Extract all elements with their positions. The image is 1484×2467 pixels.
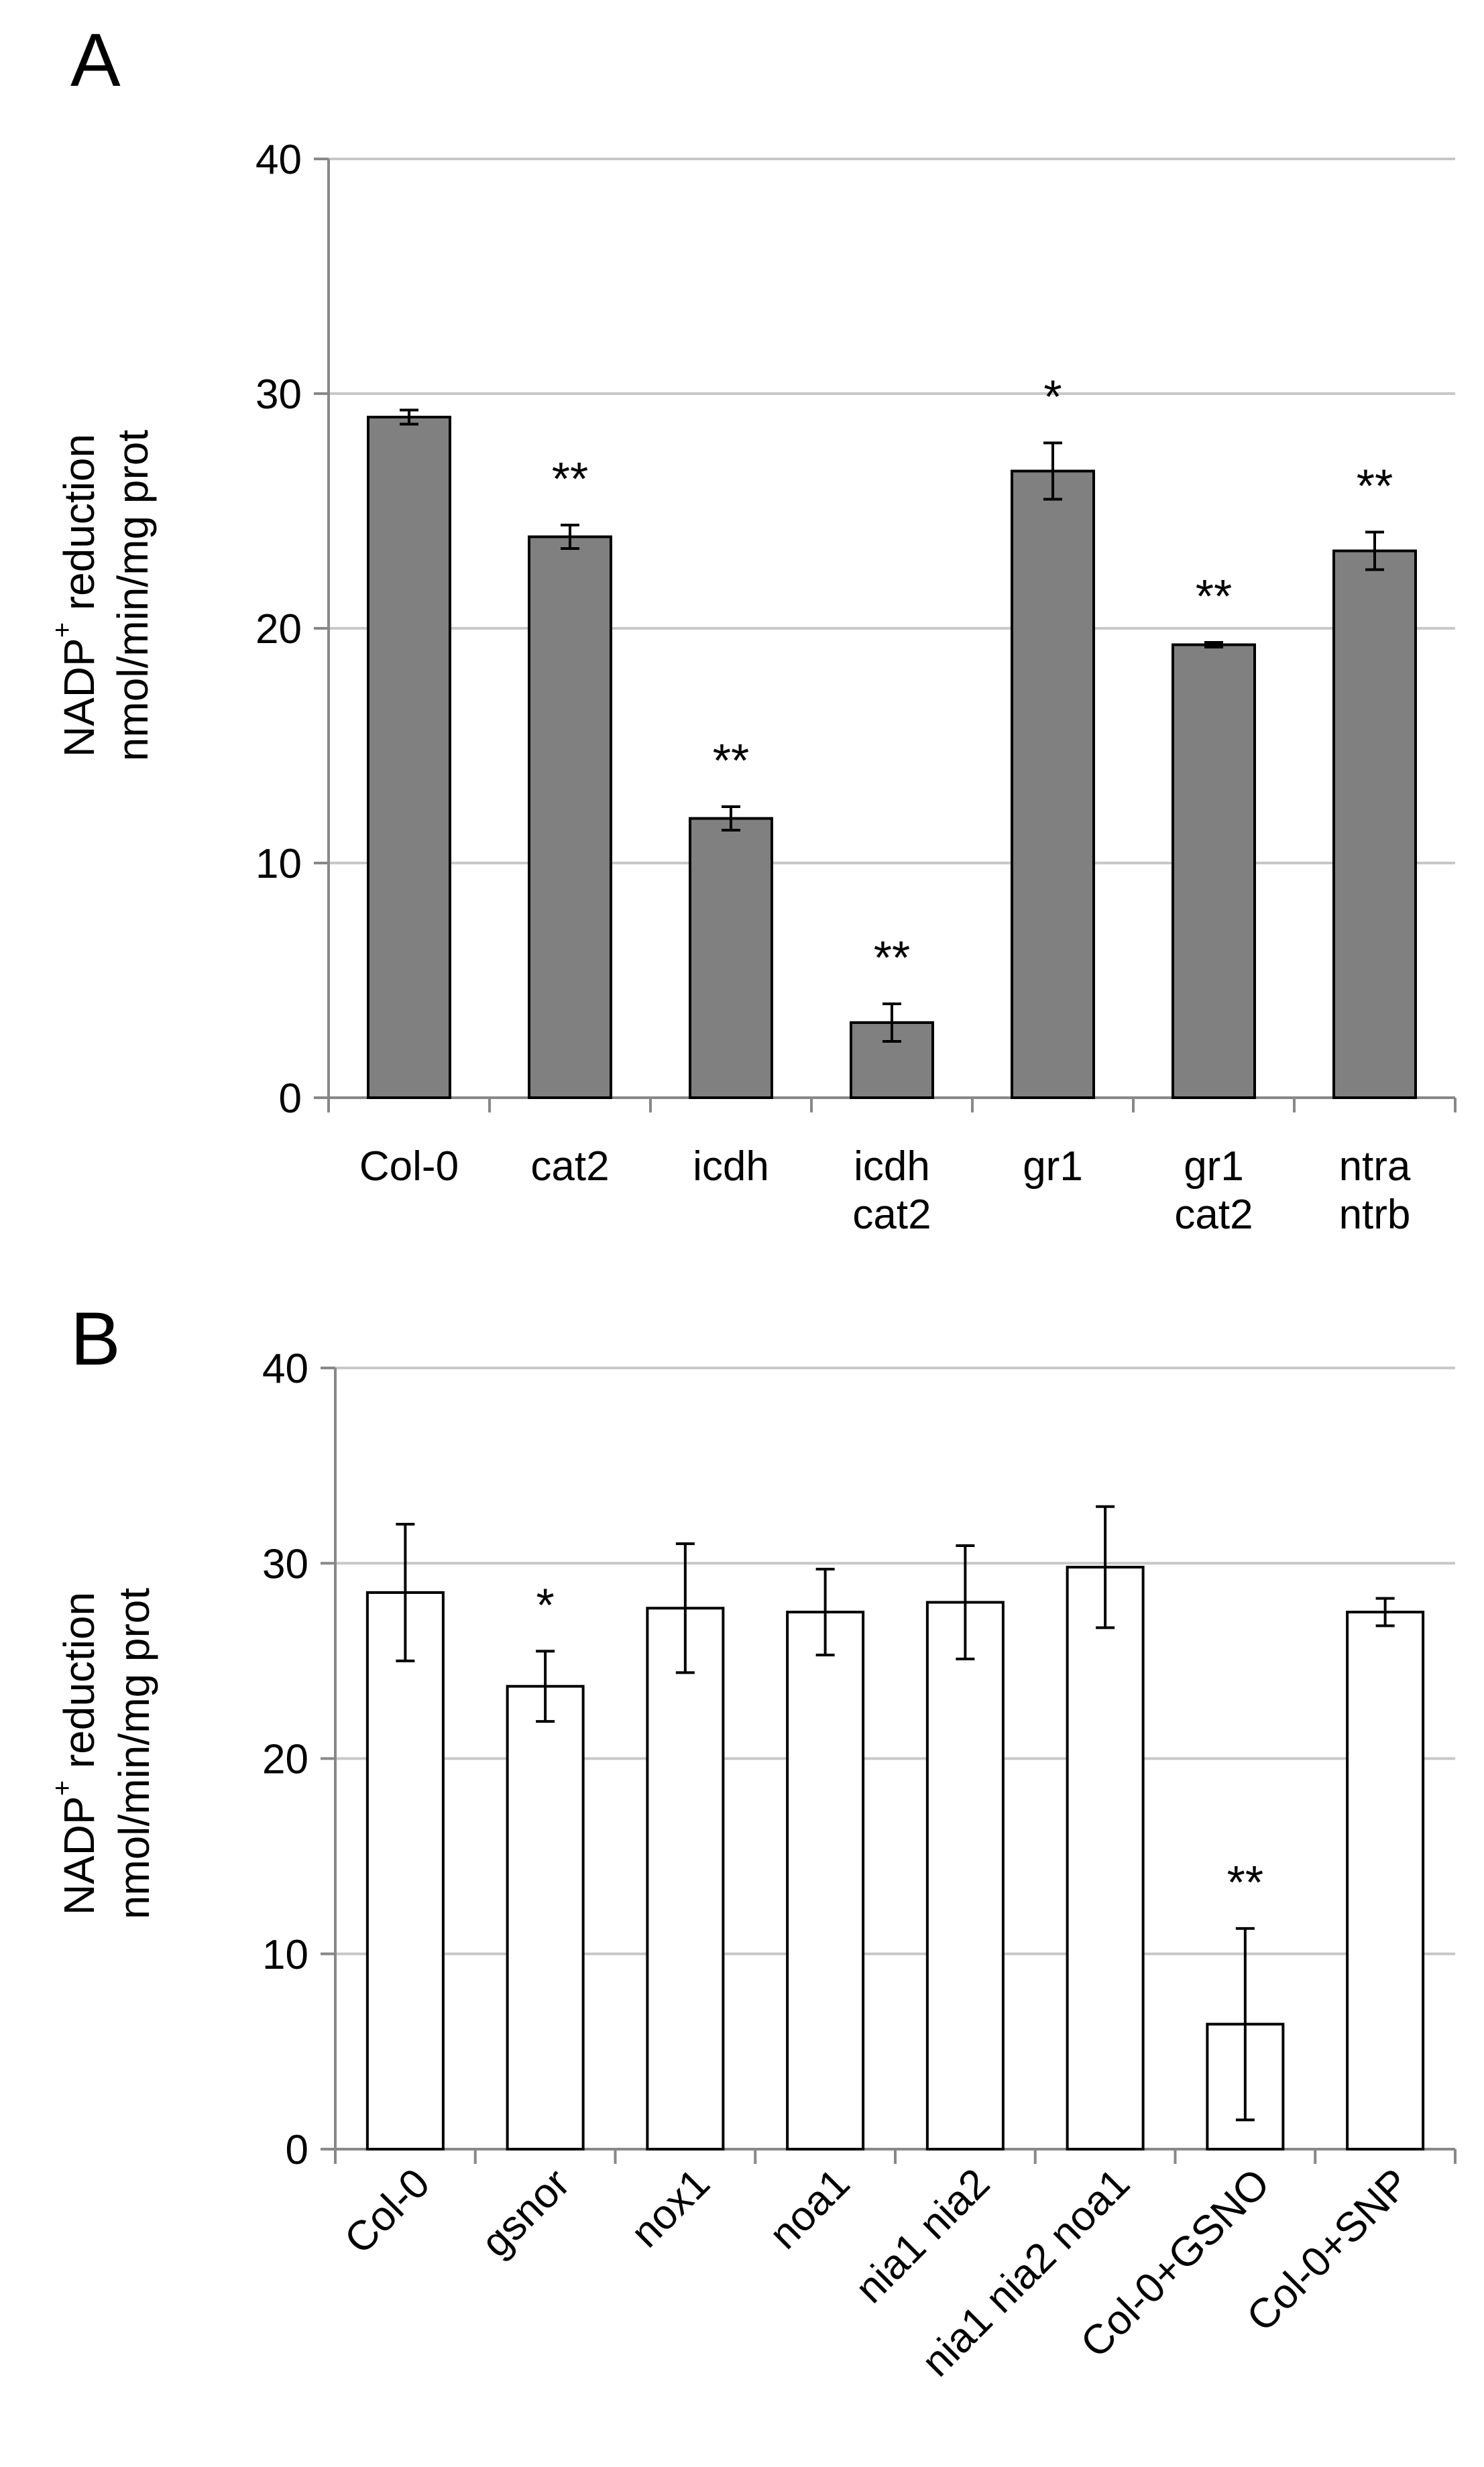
y-tick-label: 20 [262,1737,308,1783]
category-label: icdh [693,1143,769,1190]
bar [786,1611,865,2150]
y-axis-title-part: NADP [55,1796,103,1915]
bar [1011,469,1095,1099]
y-tick-label: 0 [279,1076,302,1122]
y-axis-title: NADP+ reduction [48,1592,103,1915]
y-tick-label: 10 [255,841,302,887]
category-label: ntrb [1339,1192,1411,1238]
significance-marker: ** [713,734,749,787]
significance-marker: ** [1357,460,1393,512]
bar [1172,643,1256,1099]
significance-marker: ** [874,931,910,984]
y-axis-title-line2: nmol/min/mg prot [109,430,157,762]
significance-marker: * [1043,371,1062,423]
category-label: gr1 [1184,1143,1244,1190]
category-label: cat2 [852,1192,931,1238]
bar [367,416,451,1099]
category-label: ntra [1339,1143,1411,1190]
y-axis-title-part: + [48,1780,77,1796]
panel-letter: A [70,18,121,102]
category-label: gsnor [473,2160,579,2266]
y-axis-title: NADP+ reduction [48,434,103,757]
significance-marker: * [536,1579,555,1631]
bar [925,1601,1005,2150]
y-axis-title-part: reduction [55,1592,103,1780]
y-tick-label: 10 [262,1932,308,1978]
chart-panel-b: B 0 10 20 30 40 NADP+ reduction nmol/min/mg pro… [48,1297,1457,2386]
category-label: icdh [854,1143,930,1190]
category-label: cat2 [1174,1192,1253,1238]
significance-marker: ** [1227,1856,1263,1908]
chart-panel-a: A 0 10 20 30 40 NADP+ reduction nmol/min/mg pro… [48,18,1457,1238]
y-axis-title-part: NADP [55,638,103,757]
y-tick-label: 40 [262,1346,308,1392]
bar [646,1607,725,2151]
y-axis-title-units: nmol/min/mg prot [109,430,157,762]
y-tick-label: 30 [262,1541,308,1587]
bar [1066,1566,1145,2150]
category-label: noa1 [760,2160,858,2258]
y-axis-title-part: + [48,622,77,638]
y-axis-title-line1: NADP+ reduction [48,1592,103,1915]
bar [528,535,612,1099]
y-tick-label: 20 [255,606,302,652]
y-axis-title-units: nmol/min/mg prot [110,1588,158,1920]
y-axis-title-part: reduction [55,434,103,622]
y-tick-label: 0 [286,2127,308,2173]
significance-marker: ** [1196,570,1232,622]
bar [1346,1611,1425,2150]
bar [365,1591,445,2150]
y-tick-label: 40 [255,137,302,183]
significance-marker: ** [552,453,588,505]
category-label: cat2 [530,1143,609,1190]
category-label: Col-0 [359,1143,459,1190]
y-tick-label: 30 [255,371,302,418]
category-label: nox1 [622,2160,719,2256]
panel-letter: B [70,1297,121,1381]
category-label: Col-0 [336,2160,439,2263]
bar [1332,549,1417,1099]
y-axis-title-line1: NADP+ reduction [48,434,103,757]
y-axis-title-line2: nmol/min/mg prot [110,1588,158,1920]
bar [689,817,773,1099]
bar [506,1684,585,2151]
category-label: gr1 [1023,1143,1083,1190]
